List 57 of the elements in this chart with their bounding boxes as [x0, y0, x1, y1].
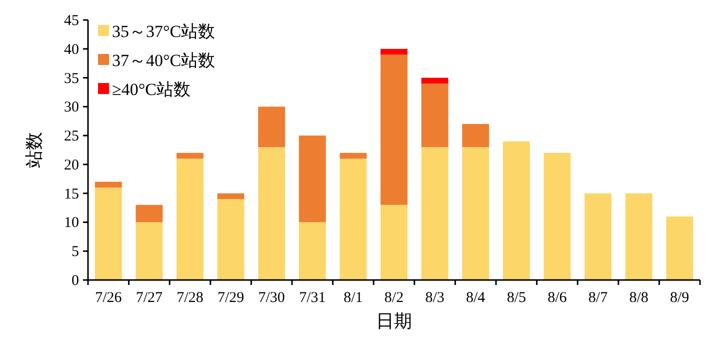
x-tick-label: 8/1	[344, 290, 363, 306]
bar	[502, 141, 530, 280]
x-tick-label: 7/30	[258, 290, 285, 306]
bar	[544, 152, 571, 280]
x-tick-label: 7/27	[136, 290, 164, 306]
bar	[625, 193, 652, 280]
bar	[462, 124, 490, 148]
x-tick-label: 8/4	[466, 290, 486, 306]
x-tick-label: 8/5	[506, 290, 526, 306]
x-tick-label: 8/6	[548, 290, 568, 306]
bar	[217, 199, 244, 280]
bar	[340, 158, 367, 280]
x-tick-label: 7/26	[95, 290, 122, 306]
x-tick-label: 7/29	[217, 290, 244, 306]
y-tick-label: 25	[64, 128, 79, 145]
y-tick-label: 35	[64, 70, 79, 87]
bar	[176, 152, 204, 159]
bar	[298, 222, 326, 280]
x-tick-label: 8/3	[425, 290, 444, 306]
bar	[258, 147, 286, 280]
bar	[462, 147, 490, 280]
y-tick-label: 30	[64, 100, 79, 116]
x-tick-label: 8/7	[588, 290, 608, 306]
y-tick-label: 0	[72, 273, 79, 289]
bar	[298, 136, 326, 222]
legend-label: 37～40°C站数	[112, 51, 216, 70]
bar	[380, 48, 408, 55]
y-tick-label: 5	[72, 244, 79, 260]
bar	[136, 222, 163, 280]
bar	[666, 216, 694, 280]
legend-label: 35～37°C站数	[112, 22, 216, 41]
legend-label: ≥40°C站数	[112, 80, 190, 99]
bar	[136, 204, 163, 222]
bar	[217, 193, 244, 200]
bar	[94, 182, 122, 188]
bar	[176, 158, 204, 280]
bar	[380, 204, 408, 280]
x-tick-label: 8/2	[384, 290, 404, 306]
y-tick-label: 20	[64, 157, 79, 174]
bar	[421, 84, 448, 148]
bar	[380, 54, 408, 205]
y-tick-label: 15	[64, 186, 79, 202]
bar	[258, 106, 286, 148]
y-tick-label: 40	[64, 42, 79, 58]
x-tick-label: 7/31	[299, 290, 326, 306]
y-axis-title: 站数	[24, 132, 44, 168]
bar	[584, 193, 612, 280]
bar	[340, 152, 367, 159]
x-tick-label: 7/28	[176, 290, 204, 306]
x-tick-label: 8/9	[670, 290, 690, 306]
y-tick-label: 45	[64, 13, 79, 29]
bar	[94, 188, 122, 280]
bar	[421, 147, 448, 280]
x-axis-title: 日期	[376, 311, 412, 331]
y-tick-label: 10	[64, 215, 79, 232]
bar	[421, 78, 448, 84]
x-tick-label: 8/8	[629, 290, 648, 306]
